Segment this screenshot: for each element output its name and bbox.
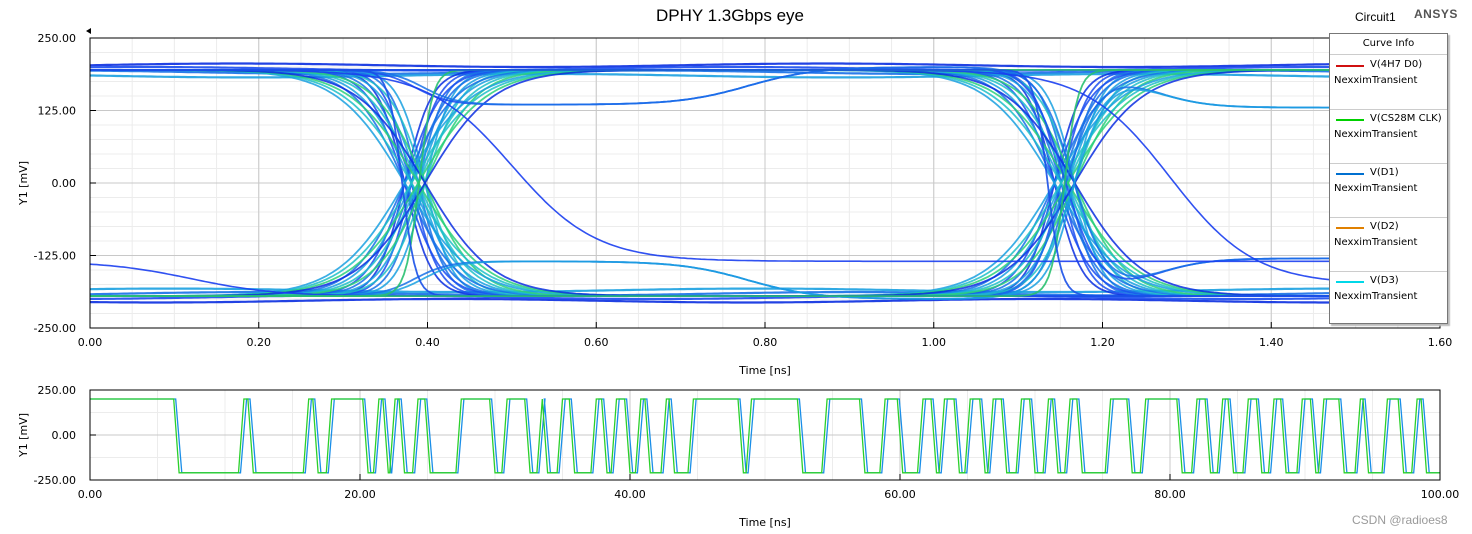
legend-entry-name: V(D2) — [1370, 221, 1399, 232]
wave-y-tick-label: 0.00 — [52, 429, 77, 442]
circuit-label: Circuit1 — [1355, 10, 1396, 24]
eye-rail-trace — [90, 297, 1441, 304]
legend-swatch-line — [1336, 173, 1364, 175]
legend-swatch-line — [1336, 65, 1364, 67]
eye-plot-area — [89, 62, 1441, 304]
wave-plot-area — [90, 398, 1440, 474]
eye-x-tick-label: 1.00 — [922, 336, 947, 349]
eye-x-tick-label: 0.00 — [78, 336, 103, 349]
legend-entry-solution: NexximTransient — [1334, 237, 1418, 248]
eye-y-tick-label: -250.00 — [34, 322, 76, 335]
eye-y-axis-label: Y1 [mV] — [17, 161, 30, 206]
wave-y-tick-label: -250.00 — [34, 474, 76, 487]
eye-x-tick-label: 1.20 — [1090, 336, 1115, 349]
legend-entry-name: V(CS28M CLK) — [1370, 113, 1442, 124]
legend-entry-name: V(D1) — [1370, 167, 1399, 178]
wave-frame — [89, 389, 1441, 481]
wave-axes: 0.00 20.00 40.00 60.00 80.00 100.00 250.00 0.00… — [17, 384, 1459, 529]
wave-x-tick-label: 20.00 — [344, 488, 376, 501]
eye-fast-edge-trace — [90, 69, 1440, 297]
legend-entry-solution: NexximTransient — [1334, 129, 1418, 140]
eye-x-tick-label: 1.60 — [1428, 336, 1453, 349]
wave-x-tick-label: 40.00 — [614, 488, 646, 501]
eye-fast-edge-trace — [90, 69, 1440, 297]
eye-y-tick-label: 125.00 — [38, 105, 77, 118]
eye-tail-trace — [90, 69, 1440, 263]
wave-grid — [89, 389, 1441, 481]
legend-title: Curve Info — [1362, 38, 1415, 49]
eye-rail-trace — [89, 62, 1440, 69]
wave-trace-clk — [90, 398, 1440, 474]
ansys-logo: ANSYS — [1414, 7, 1458, 21]
eye-axes: 0.00 0.20 0.40 0.60 0.80 1.00 1.20 1.40 1.60 250.… — [17, 28, 1452, 377]
eye-y-tick-label: 250.00 — [38, 32, 77, 45]
legend-entry-name: V(4H7 D0) — [1370, 59, 1423, 70]
watermark: CSDN @radioes8 — [1352, 513, 1448, 527]
eye-grid — [89, 37, 1441, 329]
legend-entry[interactable]: V(D3) NexximTransient — [1330, 271, 1447, 325]
wave-y-axis-label: Y1 [mV] — [17, 413, 30, 458]
eye-y-tick-label: 0.00 — [52, 177, 77, 190]
eye-x-tick-label: 0.60 — [584, 336, 609, 349]
legend-entry[interactable]: V(D1) NexximTransient — [1330, 163, 1447, 218]
eye-x-tick-label: 0.20 — [247, 336, 272, 349]
eye-y-tick-label: -125.00 — [34, 250, 76, 263]
legend-entry-solution: NexximTransient — [1334, 291, 1418, 302]
wave-x-tick-label: 80.00 — [1154, 488, 1186, 501]
wave-x-tick-label: 0.00 — [78, 488, 103, 501]
eye-x-axis-label: Time [ns] — [738, 364, 791, 377]
legend[interactable]: Curve Info V(4H7 D0) NexximTransient V(C… — [1329, 33, 1448, 324]
wave-x-tick-label: 60.00 — [884, 488, 916, 501]
legend-entry[interactable]: V(4H7 D0) NexximTransient — [1330, 55, 1447, 110]
legend-entry[interactable]: V(D2) NexximTransient — [1330, 217, 1447, 272]
legend-entry-name: V(D3) — [1370, 275, 1399, 286]
eye-x-tick-label: 0.40 — [415, 336, 440, 349]
wave-x-tick-label: 100.00 — [1421, 488, 1460, 501]
legend-entry[interactable]: V(CS28M CLK) NexximTransient — [1330, 109, 1447, 164]
legend-swatch-line — [1336, 227, 1364, 229]
legend-entry-solution: NexximTransient — [1334, 183, 1418, 194]
legend-swatch-line — [1336, 281, 1364, 283]
legend-swatch-line — [1336, 119, 1364, 121]
legend-entry-solution: NexximTransient — [1334, 75, 1418, 86]
eye-x-tick-label: 1.40 — [1259, 336, 1284, 349]
chart-title: DPHY 1.3Gbps eye — [655, 6, 805, 25]
eye-x-tick-label: 0.80 — [753, 336, 778, 349]
wave-y-tick-label: 250.00 — [38, 384, 77, 397]
legend-divider — [1330, 54, 1447, 55]
wave-x-axis-label: Time [ns] — [738, 516, 791, 529]
eye-axis-arrow — [86, 28, 91, 34]
